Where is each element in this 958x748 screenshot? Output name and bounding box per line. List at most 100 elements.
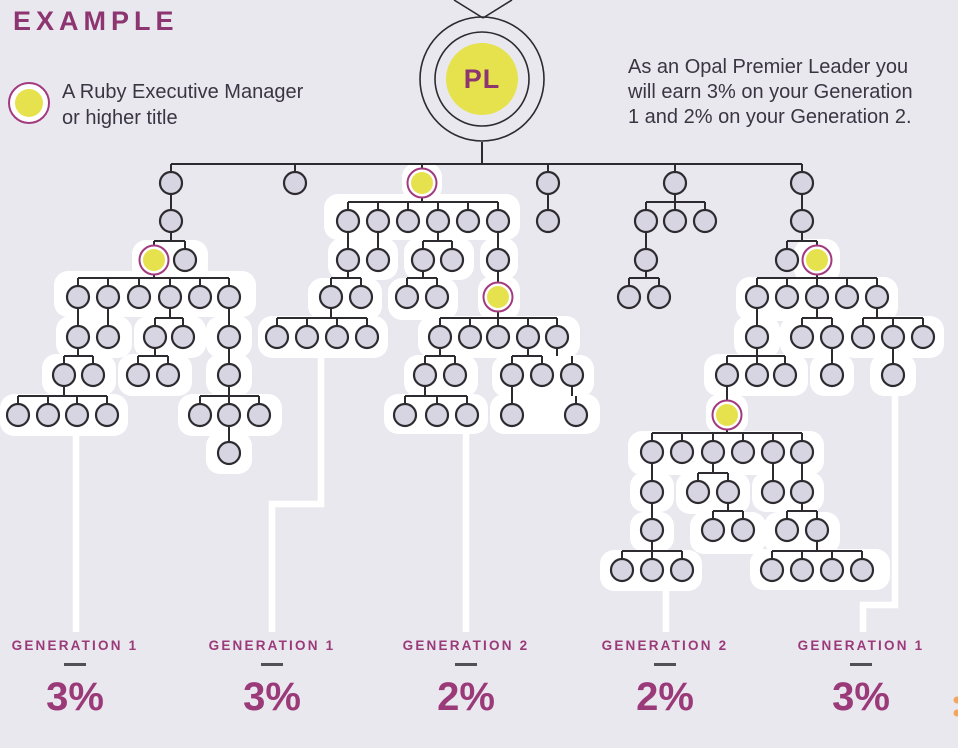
member-node bbox=[639, 479, 665, 505]
member-node bbox=[282, 170, 308, 196]
generation-title: GENERATION 2 bbox=[402, 638, 530, 653]
generation-title: GENERATION 1 bbox=[208, 638, 336, 653]
member-node bbox=[744, 284, 770, 310]
tree-connector bbox=[170, 142, 803, 183]
group-highlight bbox=[0, 394, 128, 436]
member-node bbox=[789, 170, 815, 196]
member-node bbox=[759, 557, 785, 583]
member-node bbox=[170, 324, 196, 350]
member-node bbox=[158, 208, 184, 234]
member-node bbox=[559, 362, 585, 388]
label-dash bbox=[455, 663, 477, 666]
page-title: EXAMPLE bbox=[13, 6, 179, 36]
member-node bbox=[187, 402, 213, 428]
member-node bbox=[609, 557, 635, 583]
member-node bbox=[318, 284, 344, 310]
member-node bbox=[246, 402, 272, 428]
member-node bbox=[850, 324, 876, 350]
member-node bbox=[5, 402, 31, 428]
member-node bbox=[849, 557, 875, 583]
label-dash bbox=[64, 663, 86, 666]
ruby-leader-node bbox=[716, 404, 738, 426]
ruby-leader-node bbox=[143, 249, 165, 271]
member-node bbox=[789, 439, 815, 465]
member-node bbox=[633, 247, 659, 273]
member-node bbox=[424, 284, 450, 310]
member-node bbox=[774, 284, 800, 310]
generation-percentage: 3% bbox=[832, 675, 890, 719]
member-node bbox=[158, 170, 184, 196]
member-node bbox=[563, 402, 589, 428]
member-node bbox=[880, 362, 906, 388]
member-node bbox=[744, 324, 770, 350]
member-node bbox=[685, 479, 711, 505]
member-node bbox=[485, 208, 511, 234]
label-dash bbox=[261, 663, 283, 666]
member-node bbox=[187, 284, 213, 310]
member-node bbox=[880, 324, 906, 350]
member-node bbox=[335, 247, 361, 273]
ruby-leader-node bbox=[487, 286, 509, 308]
member-node bbox=[216, 440, 242, 466]
member-node bbox=[335, 208, 361, 234]
member-node bbox=[64, 402, 90, 428]
member-node bbox=[529, 362, 555, 388]
member-node bbox=[910, 324, 936, 350]
member-node bbox=[427, 324, 453, 350]
member-node bbox=[424, 402, 450, 428]
member-node bbox=[819, 557, 845, 583]
member-node bbox=[669, 557, 695, 583]
member-node bbox=[455, 208, 481, 234]
generation-percentage: 2% bbox=[437, 675, 495, 719]
member-node bbox=[760, 439, 786, 465]
member-node bbox=[633, 208, 659, 234]
member-node bbox=[354, 324, 380, 350]
member-node bbox=[700, 439, 726, 465]
pl-node bbox=[446, 43, 518, 115]
pl-label: PL bbox=[464, 64, 501, 94]
member-node bbox=[216, 284, 242, 310]
member-node bbox=[155, 362, 181, 388]
group-connector bbox=[859, 392, 899, 632]
member-node bbox=[639, 557, 665, 583]
member-node bbox=[65, 284, 91, 310]
member-node bbox=[669, 439, 695, 465]
generation-title: GENERATION 1 bbox=[797, 638, 925, 653]
member-node bbox=[535, 208, 561, 234]
member-node bbox=[126, 284, 152, 310]
generation-percentage: 2% bbox=[636, 675, 694, 719]
member-node bbox=[365, 208, 391, 234]
member-node bbox=[216, 324, 242, 350]
label-dash bbox=[850, 663, 872, 666]
member-node bbox=[515, 324, 541, 350]
member-node bbox=[789, 324, 815, 350]
member-node bbox=[616, 284, 642, 310]
member-node bbox=[216, 402, 242, 428]
generation-label: GENERATION 1 3% bbox=[761, 638, 958, 720]
member-node bbox=[412, 362, 438, 388]
member-node bbox=[485, 324, 511, 350]
upline bbox=[453, 0, 484, 19]
member-node bbox=[264, 324, 290, 350]
member-node bbox=[65, 324, 91, 350]
generation-label: GENERATION 1 3% bbox=[0, 638, 175, 720]
legend-text: A Ruby Executive Manager or higher title bbox=[62, 81, 304, 129]
generation-label: GENERATION 2 2% bbox=[565, 638, 765, 720]
generation-percentage: 3% bbox=[46, 675, 104, 719]
member-node bbox=[157, 284, 183, 310]
member-node bbox=[425, 208, 451, 234]
pl-outer-ring-icon bbox=[419, 16, 545, 142]
generation-title: GENERATION 2 bbox=[601, 638, 729, 653]
member-node bbox=[715, 479, 741, 505]
member-node bbox=[774, 247, 800, 273]
member-node bbox=[172, 247, 198, 273]
member-node bbox=[804, 284, 830, 310]
member-node bbox=[730, 439, 756, 465]
member-node bbox=[646, 284, 672, 310]
member-node bbox=[392, 402, 418, 428]
member-node bbox=[789, 557, 815, 583]
group-highlight bbox=[258, 316, 388, 358]
member-node bbox=[348, 284, 374, 310]
member-node bbox=[662, 170, 688, 196]
